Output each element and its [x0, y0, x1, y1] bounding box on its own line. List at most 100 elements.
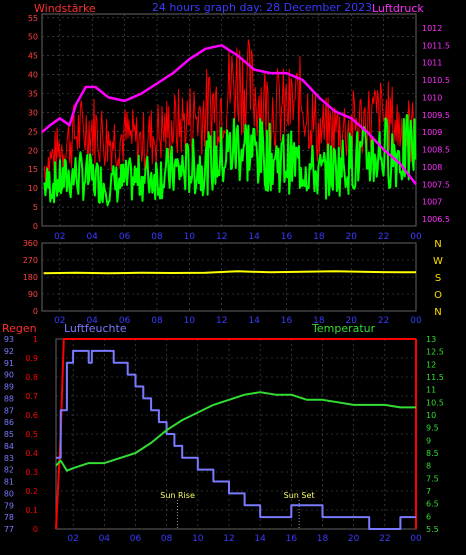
humidity-tick-label: 92 [4, 347, 14, 356]
wind-tick-label: 50 [28, 33, 38, 42]
temperature-tick-label: 13 [426, 335, 436, 344]
temperature-tick-label: 12 [426, 360, 436, 369]
wind-average-series [43, 114, 417, 207]
wind-tick-label: 40 [28, 71, 38, 80]
humidity-tick-label: 87 [4, 406, 14, 415]
graph-title: 24 hours graph day: 28 December 2023 [152, 1, 372, 14]
temperatur-label: Temperatur [311, 322, 376, 335]
hour-tick-label: 18 [313, 232, 325, 242]
hour-tick-label: 22 [379, 534, 390, 544]
temperature-tick-label: 9 [426, 436, 431, 445]
humidity-tick-label: 80 [4, 489, 14, 498]
hour-tick-label: 20 [346, 232, 358, 242]
hour-tick-label: 16 [281, 316, 293, 326]
temperature-tick-label: 8 [426, 462, 431, 471]
humidity-tick-label: 81 [4, 478, 14, 487]
hour-tick-label: 12 [216, 316, 227, 326]
wind-direction-series [43, 270, 416, 275]
pressure-axis-ticks: 1006.5 1007 1007.5 1008 1008.5 1009 1009.5 1010… [422, 24, 450, 224]
pressure-series [41, 44, 417, 186]
wind-tick-label: 55 [28, 14, 38, 23]
hour-tick-label: 00 [410, 534, 422, 544]
hour-tick-label: 20 [346, 316, 358, 326]
luftfeuchte-label: Luftfeuchte [64, 322, 127, 335]
direction-tick-label: 360 [23, 239, 38, 248]
rain-tick-label: 0.7 [25, 392, 38, 401]
wind-tick-label: 5 [33, 203, 38, 212]
hour-tick-label: 04 [86, 316, 98, 326]
humidity-tick-label: 79 [4, 501, 14, 510]
sun-event-label: Sun Set [284, 491, 315, 500]
hour-tick-label: 10 [192, 534, 204, 544]
temperature-axis-ticks: 5.5 6 6.5 7 7.5 8 8.5 9 9.5 10 10.5 11 11.5 12 12.5 13 [426, 335, 444, 534]
rain-series [55, 338, 416, 530]
direction-panel-grid [42, 242, 417, 312]
temperature-tick-label: 12.5 [426, 348, 444, 357]
hour-tick-label: 18 [313, 316, 325, 326]
humidity-series [56, 349, 416, 530]
humidity-tick-label: 85 [4, 430, 14, 439]
temperature-tick-label: 11 [426, 386, 436, 395]
rain-axis-ticks: 0 0.1 0.2 0.3 0.4 0.5 0.6 0.7 0.8 0.9 1 [25, 335, 38, 534]
humidity-tick-label: 83 [4, 454, 14, 463]
pressure-tick-label: 1009 [422, 128, 442, 137]
wind-tick-label: 0 [33, 222, 38, 231]
rain-tick-label: 0.1 [25, 506, 38, 515]
regen-label: Regen [2, 322, 37, 335]
temperature-tick-label: 9.5 [426, 424, 439, 433]
compass-tick-label: W [433, 256, 443, 267]
pressure-tick-label: 1007.5 [422, 180, 450, 189]
wind-gust-series [43, 39, 416, 183]
humidity-tick-label: 93 [4, 335, 14, 344]
direction-axis-ticks: 0 90 180 270 360 [23, 239, 38, 316]
hour-tick-label: 10 [184, 316, 196, 326]
hour-tick-label: 16 [281, 232, 293, 242]
temperature-series [55, 391, 416, 472]
hour-tick-label: 06 [119, 316, 131, 326]
hour-tick-label: 08 [151, 232, 163, 242]
hour-tick-label: 12 [223, 534, 234, 544]
rain-tick-label: 0.6 [25, 411, 38, 420]
wind-tick-label: 15 [28, 165, 38, 174]
hour-tick-label: 14 [254, 534, 266, 544]
humidity-tick-label: 91 [4, 359, 14, 368]
pressure-tick-label: 1011.5 [422, 41, 450, 50]
pressure-tick-label: 1009.5 [422, 111, 450, 120]
pressure-tick-label: 1010 [422, 93, 442, 102]
hour-tick-label: 02 [67, 534, 78, 544]
hour-tick-label: 04 [99, 534, 111, 544]
rain-tick-label: 0.3 [25, 468, 38, 477]
direction-series [43, 270, 416, 275]
rain-tick-label: 0 [33, 525, 38, 534]
wind-tick-label: 35 [28, 90, 38, 99]
windstaerke-label: Windstärke [34, 2, 96, 15]
wind-tick-label: 10 [28, 184, 38, 193]
humidity-axis-ticks: 77 78 79 80 81 82 83 84 85 86 87 88 89 90 91 92 93 [4, 335, 14, 534]
hour-tick-label: 10 [184, 232, 196, 242]
wind-tick-label: 20 [28, 146, 38, 155]
hour-tick-label: 20 [348, 534, 360, 544]
pressure-tick-label: 1010.5 [422, 76, 450, 85]
sun-event-label: Sun Rise [160, 491, 195, 500]
wind-panel-hour-ticks: 02 04 06 08 10 12 14 16 18 20 22 00 [54, 232, 422, 242]
pressure-tick-label: 1011 [422, 59, 442, 68]
direction-tick-label: 0 [33, 307, 38, 316]
hour-tick-label: 00 [410, 316, 422, 326]
hour-tick-label: 08 [161, 534, 173, 544]
wind-tick-label: 25 [28, 127, 38, 136]
temperature-tick-label: 6.5 [426, 500, 439, 509]
humidity-tick-label: 82 [4, 466, 14, 475]
wind-panel-series [41, 39, 417, 207]
luftdruck-label: Luftdruck [372, 2, 424, 15]
temperature-tick-label: 10 [426, 411, 436, 420]
compass-tick-label: N [434, 307, 441, 318]
temperature-tick-label: 7.5 [426, 474, 439, 483]
humidity-tick-label: 90 [4, 371, 14, 380]
hour-tick-label: 16 [286, 534, 298, 544]
wind-axis-ticks: 0 5 10 15 20 25 30 35 40 45 50 55 [28, 14, 38, 231]
temperature-tick-label: 6 [426, 512, 431, 521]
sun-annotations: Sun Rise Sun Set [160, 491, 315, 529]
hour-tick-label: 00 [410, 232, 422, 242]
pressure-tick-label: 1007 [422, 198, 442, 207]
temperature-tick-label: 8.5 [426, 449, 439, 458]
